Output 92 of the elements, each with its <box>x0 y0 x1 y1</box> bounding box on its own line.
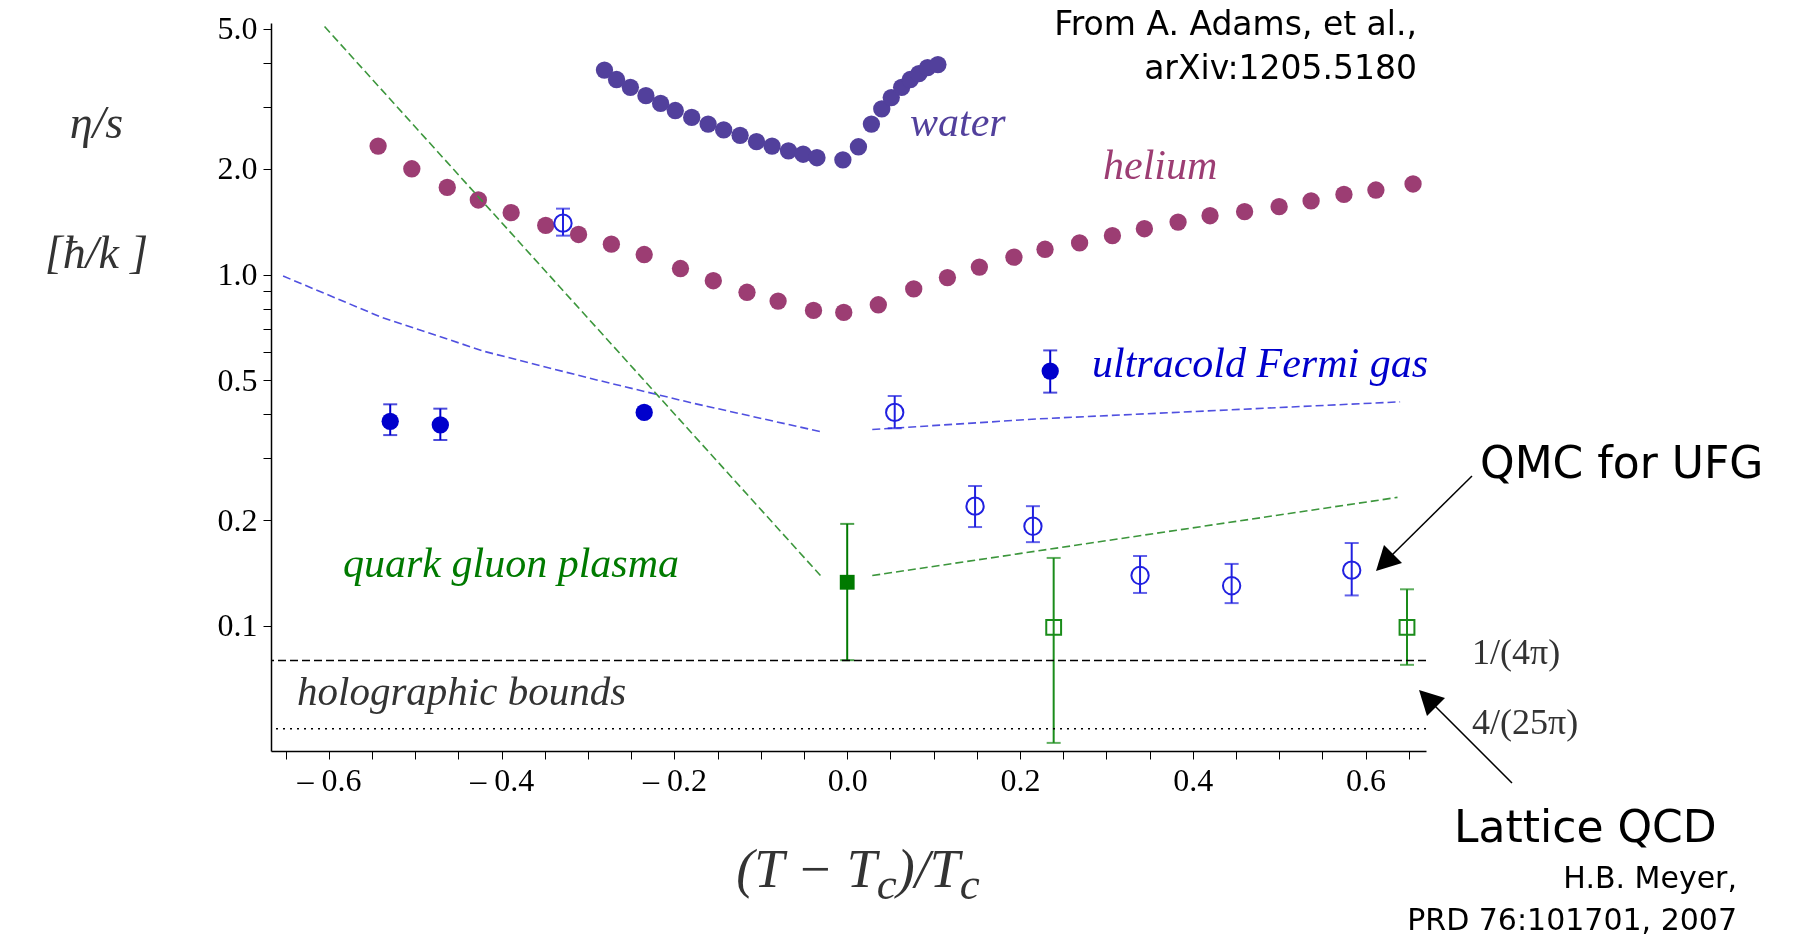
x-tick-label: 0.2 <box>1000 761 1041 798</box>
point <box>1103 227 1122 245</box>
point <box>779 142 798 160</box>
point <box>1221 576 1242 596</box>
x-tick-label: 0.6 <box>1346 761 1387 798</box>
point <box>1342 560 1362 580</box>
point <box>1201 207 1219 225</box>
point <box>1130 565 1150 586</box>
x-axis-title: (T − T$_{c}$)/T$_{c}$ <box>735 838 981 910</box>
ref-line-label: 1/(4π) <box>1472 631 1561 672</box>
point <box>699 115 717 133</box>
point <box>1404 175 1422 193</box>
point <box>1135 220 1154 238</box>
y-tick-label: 5.0 <box>217 10 258 47</box>
point <box>671 259 690 278</box>
y-tick-label: 0.1 <box>217 607 258 644</box>
point <box>1367 181 1385 199</box>
x-tick-label: 0.4 <box>1173 761 1214 798</box>
point <box>715 121 733 139</box>
point <box>905 280 923 298</box>
point <box>537 216 555 235</box>
x-tick-label: – 0.6 <box>296 761 362 798</box>
series-label: helium <box>1103 142 1218 188</box>
x-tick-label: – 0.2 <box>641 761 707 798</box>
point <box>882 88 900 107</box>
point <box>763 137 781 155</box>
point <box>731 126 749 144</box>
point <box>1335 185 1353 204</box>
point <box>738 283 756 301</box>
annotation: holographic bounds <box>297 668 627 714</box>
point <box>965 496 985 516</box>
point <box>502 204 520 222</box>
x-tick-label: – 0.4 <box>469 761 535 798</box>
text: Lattice QCD <box>1454 801 1717 852</box>
point <box>666 101 684 120</box>
point <box>769 292 787 310</box>
point <box>469 191 487 209</box>
point <box>835 303 853 322</box>
point <box>1023 516 1043 536</box>
point <box>621 78 640 97</box>
text: H.B. Meyer, <box>1563 860 1737 895</box>
point <box>607 70 626 89</box>
point <box>637 87 655 105</box>
point <box>834 151 852 169</box>
point <box>635 245 653 264</box>
point <box>569 225 588 244</box>
point <box>970 258 989 276</box>
point <box>794 145 812 163</box>
y-tick-label: 0.2 <box>217 501 258 538</box>
point <box>1036 240 1054 258</box>
point <box>1270 198 1288 216</box>
y-tick-label: 2.0 <box>217 150 258 187</box>
point <box>1398 618 1416 636</box>
point <box>873 100 891 118</box>
point <box>747 132 766 151</box>
point <box>704 272 722 290</box>
point <box>1005 248 1023 266</box>
line-series <box>282 275 822 433</box>
point <box>651 94 670 113</box>
x-tick-label: 0.0 <box>827 761 868 798</box>
text: PRD 76:101701, 2007 <box>1407 902 1737 937</box>
point <box>938 268 957 287</box>
point <box>849 138 868 156</box>
point <box>1045 618 1063 636</box>
text: quark gluon plasma <box>343 540 679 586</box>
point <box>1235 202 1254 221</box>
annotation: From A. Adams, et al., <box>1054 4 1417 43</box>
point <box>1302 192 1320 210</box>
point <box>1070 234 1089 252</box>
y-tick-label: 0.5 <box>217 361 258 398</box>
series-label: ultracold Fermi gas <box>1092 340 1428 386</box>
point <box>862 115 881 133</box>
point <box>553 213 573 233</box>
point <box>885 402 905 423</box>
point <box>595 61 614 79</box>
point <box>403 160 421 178</box>
text: η/s [ħ/k ] <box>44 96 149 278</box>
point <box>438 178 456 197</box>
point <box>683 108 701 127</box>
y-tick-label: 1.0 <box>217 256 258 292</box>
ref-line-label: 4/(25π) <box>1472 701 1579 742</box>
point <box>869 296 887 314</box>
annotation: arXiv:1205.5180 <box>1144 48 1417 87</box>
point <box>1169 213 1187 231</box>
point <box>929 55 947 74</box>
point <box>635 403 653 422</box>
point <box>808 149 826 167</box>
point <box>369 137 387 155</box>
series-label: water <box>910 99 1007 145</box>
point <box>804 301 823 320</box>
text: QMC for UFG <box>1480 437 1764 488</box>
point <box>602 235 621 253</box>
